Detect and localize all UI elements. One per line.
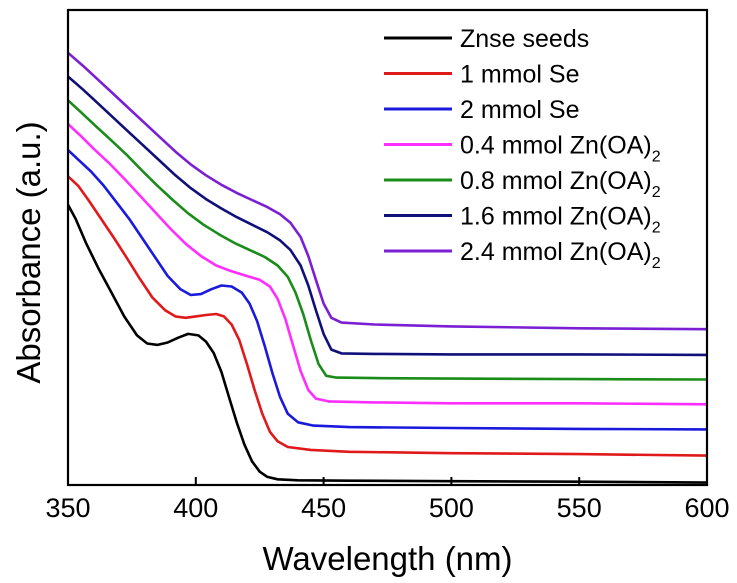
series-line-6 xyxy=(67,51,708,331)
series-line-0 xyxy=(66,204,708,484)
legend-label-main-4: 0.8 mmol Zn(OA) xyxy=(460,167,652,195)
legend-label-subscript-4: 2 xyxy=(652,184,661,201)
legend-label-2: 2 mmol Se xyxy=(460,96,579,124)
legend-label-main-6: 2.4 mmol Zn(OA) xyxy=(460,238,652,266)
legend-label-main-3: 0.4 mmol Zn(OA) xyxy=(460,132,652,160)
legend-label-main-5: 1.6 mmol Zn(OA) xyxy=(460,203,652,231)
x-tick-label-1: 400 xyxy=(173,493,218,523)
x-tick-label-5: 600 xyxy=(684,493,729,523)
legend-label-3: 0.4 mmol Zn(OA)2 xyxy=(460,132,661,166)
x-axis-ticks: 350 400 450 500 550 600 xyxy=(45,477,730,523)
x-tick-label-4: 550 xyxy=(557,493,602,523)
x-axis-title: Wavelength (nm) xyxy=(262,540,512,577)
x-tick-label-3: 500 xyxy=(429,493,474,523)
legend-label-main-0: Znse seeds xyxy=(460,25,589,53)
legend-label-subscript-5: 2 xyxy=(652,220,661,237)
legend-label-0: Znse seeds xyxy=(460,25,589,53)
y-axis-title: Absorbance (a.u.) xyxy=(10,121,47,383)
series-line-5 xyxy=(67,75,708,357)
series-line-4 xyxy=(67,99,708,381)
series-lines xyxy=(66,51,708,484)
series-line-2 xyxy=(67,149,708,431)
legend-label-5: 1.6 mmol Zn(OA)2 xyxy=(460,203,661,237)
legend-label-4: 0.8 mmol Zn(OA)2 xyxy=(460,167,661,201)
legend-label-1: 1 mmol Se xyxy=(460,61,579,89)
series-line-1 xyxy=(67,175,708,457)
legend-label-main-2: 2 mmol Se xyxy=(460,96,579,124)
legend: Znse seeds 1 mmol Se 2 mmol Se 0.4 mmol Zn(… xyxy=(384,25,661,272)
x-tick-label-0: 350 xyxy=(45,493,90,523)
legend-label-main-1: 1 mmol Se xyxy=(460,61,579,89)
series-line-3 xyxy=(67,123,708,406)
legend-label-subscript-3: 2 xyxy=(652,149,661,166)
legend-label-subscript-6: 2 xyxy=(652,255,661,272)
plot-frame xyxy=(66,8,709,487)
legend-label-6: 2.4 mmol Zn(OA)2 xyxy=(460,238,661,272)
x-tick-label-2: 450 xyxy=(301,493,346,523)
